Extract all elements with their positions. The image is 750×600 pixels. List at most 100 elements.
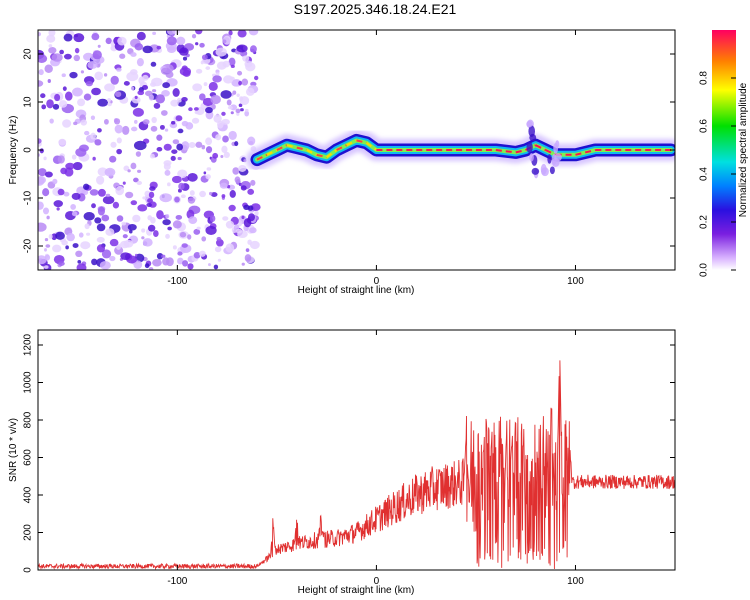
noise-blob	[62, 119, 72, 128]
noise-blob	[181, 120, 189, 127]
noise-blob	[222, 216, 229, 221]
noise-blob	[195, 30, 203, 35]
noise-blob	[91, 258, 98, 266]
noise-blob	[135, 151, 142, 157]
noise-blob	[205, 146, 213, 154]
noise-blob	[228, 30, 233, 36]
colorbar-tick-label: 0.4	[699, 167, 710, 181]
trace-blob	[555, 140, 560, 148]
trace-core	[286, 144, 298, 149]
noise-blob	[249, 240, 260, 250]
spectrogram-y-tick-label: 10	[23, 96, 34, 108]
trace-core	[356, 139, 367, 144]
noise-blob	[176, 36, 186, 46]
noise-blob	[132, 107, 144, 117]
noise-blob	[59, 49, 64, 55]
noise-blob	[193, 251, 201, 259]
noise-blob	[110, 75, 119, 85]
noise-blob	[167, 226, 172, 231]
noise-blob	[116, 148, 122, 155]
noise-blob	[177, 156, 182, 161]
noise-blob	[151, 89, 157, 93]
noise-blob	[147, 198, 153, 204]
spectrogram-x-ticks: -100 0 100	[167, 30, 584, 287]
snr-x-tick-label: 0	[374, 576, 380, 587]
noise-blob	[144, 263, 150, 269]
noise-blob	[203, 82, 208, 87]
colorbar-tick-label: 0.0	[699, 263, 710, 277]
noise-blob	[161, 110, 168, 116]
noise-blob	[59, 100, 68, 108]
noise-blob	[245, 87, 255, 96]
noise-blob	[85, 80, 93, 87]
noise-blob	[94, 139, 102, 146]
noise-blob	[74, 47, 80, 54]
snr-x-tick-label: -100	[167, 576, 187, 587]
noise-blob	[63, 191, 70, 197]
noise-blob	[205, 107, 213, 114]
noise-blob	[162, 219, 171, 226]
noise-blob	[212, 152, 219, 159]
noise-blob	[122, 181, 126, 185]
noise-blob	[156, 210, 164, 220]
noise-blob	[181, 65, 188, 71]
spectrogram-y-tick-label: 0	[23, 147, 34, 153]
noise-blob	[156, 45, 162, 50]
noise-blob	[164, 169, 171, 176]
noise-blob	[180, 194, 186, 199]
noise-blob	[238, 103, 243, 108]
noise-blob	[136, 180, 143, 185]
trace-core	[575, 149, 596, 156]
noise-blob	[63, 33, 73, 42]
noise-blob	[122, 234, 128, 239]
noise-blob	[187, 263, 194, 270]
noise-blob	[213, 114, 222, 123]
snr-y-tick-label: 1200	[23, 333, 34, 356]
noise-blob	[66, 232, 75, 242]
noise-blob	[156, 146, 163, 152]
noise-blob	[221, 111, 226, 116]
snr-y-tick-label: 600	[23, 449, 34, 466]
noise-blob	[134, 95, 138, 100]
noise-blob	[240, 108, 244, 112]
noise-blob	[44, 64, 53, 73]
noise-blob	[38, 32, 41, 37]
noise-blob	[48, 46, 57, 54]
noise-blob	[232, 167, 240, 175]
noise-blob	[193, 228, 201, 235]
noise-blob	[153, 230, 159, 237]
noise-blob	[105, 193, 111, 198]
colorbar-tick-label: 0.6	[699, 119, 710, 133]
noise-blob	[58, 138, 67, 146]
trace-core	[515, 149, 526, 154]
noise-blob	[213, 264, 219, 270]
noise-blob	[104, 83, 115, 92]
noise-blob	[223, 75, 234, 84]
noise-blob	[71, 211, 78, 217]
noise-blob	[114, 91, 122, 98]
noise-blob	[51, 53, 63, 62]
noise-blob	[45, 244, 51, 248]
noise-blob	[75, 250, 83, 258]
noise-blob	[175, 115, 183, 122]
noise-blob	[237, 70, 243, 76]
noise-blob	[62, 86, 67, 91]
noise-blob	[215, 47, 227, 57]
noise-blob	[199, 93, 206, 101]
noise-blob	[64, 167, 74, 177]
noise-blob	[38, 153, 41, 157]
trace-core	[296, 146, 307, 151]
noise-blob	[148, 191, 155, 199]
noise-blob	[152, 258, 162, 267]
noise-blob	[103, 73, 108, 77]
noise-blob	[210, 192, 218, 197]
noise-blob	[201, 236, 207, 242]
noise-blob	[247, 205, 254, 211]
noise-blob	[72, 243, 79, 248]
noise-blob	[130, 126, 138, 132]
noise-blob	[212, 75, 222, 83]
noise-blob	[217, 258, 222, 262]
noise-blob	[209, 215, 216, 222]
trace-blob	[547, 154, 552, 164]
noise-blob	[141, 228, 146, 233]
